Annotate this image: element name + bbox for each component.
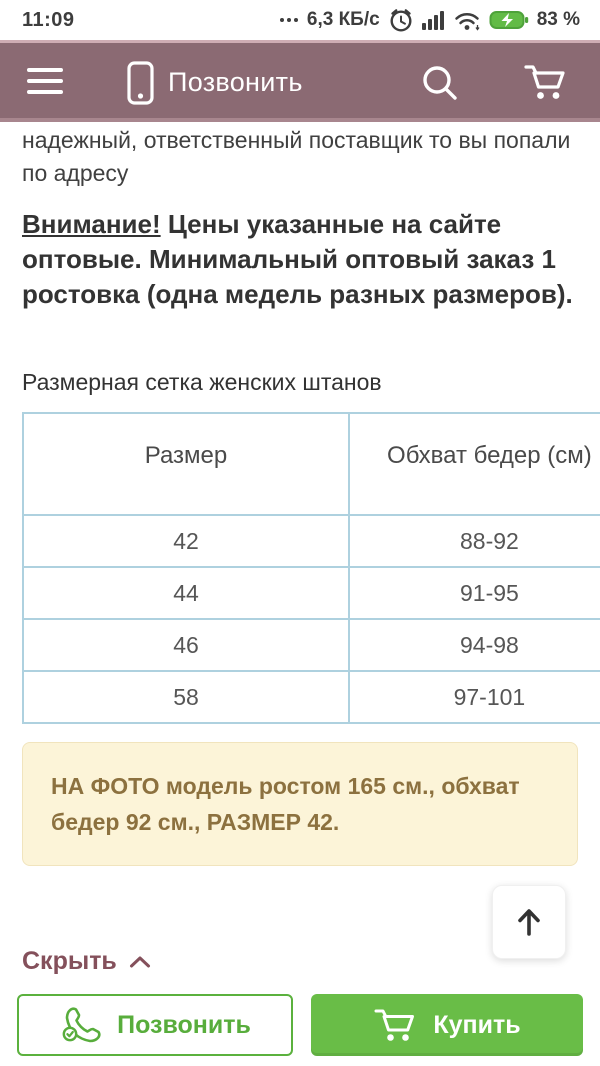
smartphone-icon xyxy=(127,60,154,105)
notice-paragraph: Внимание! Цены указанные на сайте оптовы… xyxy=(22,207,578,312)
size-table-caption: Размерная сетка женских штанов xyxy=(22,369,382,395)
status-bar: 11:09 6,3 КБ/с 83 % xyxy=(0,0,600,40)
table-header-row: Размер Обхват бедер (см) xyxy=(22,412,600,516)
battery-percent: 83 % xyxy=(536,9,580,30)
column-header-size: Размер xyxy=(22,412,350,516)
photo-note-box: НА ФОТО модель ростом 165 см., обхват бе… xyxy=(22,742,578,866)
network-speed: 6,3 КБ/с xyxy=(306,9,380,30)
actions-row: Скрыть xyxy=(22,866,578,976)
hamburger-menu-icon[interactable] xyxy=(26,66,64,96)
cart-icon[interactable] xyxy=(522,63,568,103)
app-header: Позвонить xyxy=(0,40,600,122)
cell-hips: 91-95 xyxy=(347,566,600,620)
cell-size: 46 xyxy=(22,618,350,672)
size-table: Размер Обхват бедер (см) 42 88-92 44 91-… xyxy=(22,412,600,724)
size-table-wrapper: Размер Обхват бедер (см) 42 88-92 44 91-… xyxy=(22,412,600,724)
battery-charging-icon xyxy=(489,11,528,29)
notice-highlight: Внимание! xyxy=(22,209,161,239)
table-row: 44 91-95 xyxy=(22,566,600,620)
ellipsis-icon xyxy=(279,18,298,22)
phone-handset-icon xyxy=(62,1007,101,1043)
header-call-label: Позвонить xyxy=(168,67,303,97)
page-content: надежный, ответственный поставщик то вы … xyxy=(0,124,600,976)
cell-size: 44 xyxy=(22,566,350,620)
footer-buy-button[interactable]: Купить xyxy=(311,994,583,1056)
table-row: 42 88-92 xyxy=(22,514,600,568)
clock-time: 11:09 xyxy=(22,8,75,31)
wifi-icon xyxy=(454,12,480,31)
cell-size: 58 xyxy=(22,670,350,724)
footer-buy-label: Купить xyxy=(433,1010,521,1039)
cell-hips: 94-98 xyxy=(347,618,600,672)
cell-size: 42 xyxy=(22,514,350,568)
scroll-to-top-button[interactable] xyxy=(492,885,566,959)
status-icons: 6,3 КБ/с 83 % xyxy=(279,7,580,33)
footer-call-label: Позвонить xyxy=(117,1010,251,1039)
column-header-hips: Обхват бедер (см) xyxy=(347,412,600,516)
alarm-clock-icon xyxy=(390,9,412,32)
cell-hips: 97-101 xyxy=(347,670,600,724)
intro-paragraph: надежный, ответственный поставщик то вы … xyxy=(22,127,571,186)
notice-rest: Цены указанные на сайте оптовые. Минимал… xyxy=(22,209,573,309)
arrow-up-icon xyxy=(518,909,540,936)
table-row: 46 94-98 xyxy=(22,618,600,672)
signal-bars-icon xyxy=(421,11,444,30)
buy-cart-icon xyxy=(374,1009,415,1041)
footer-action-bar: Позвонить Купить xyxy=(0,994,600,1056)
search-icon[interactable] xyxy=(420,63,460,103)
cell-hips: 88-92 xyxy=(347,514,600,568)
footer-call-button[interactable]: Позвонить xyxy=(17,994,293,1056)
hide-description-link[interactable]: Скрыть xyxy=(22,947,151,976)
table-row: 58 97-101 xyxy=(22,670,600,724)
chevron-up-icon xyxy=(129,956,150,968)
hide-label: Скрыть xyxy=(22,947,117,975)
header-call-button[interactable]: Позвонить xyxy=(126,60,303,106)
